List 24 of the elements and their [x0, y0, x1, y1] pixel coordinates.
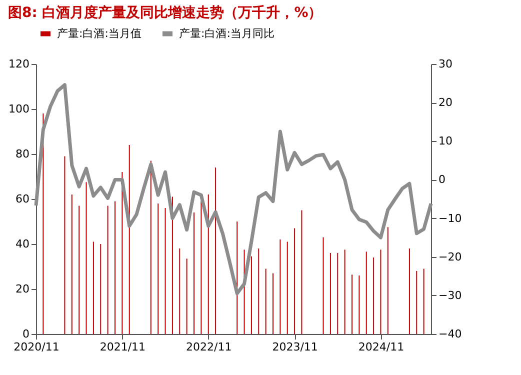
y-tick-label: 80 — [16, 148, 30, 160]
x-tick-label: 2022/11 — [186, 340, 232, 354]
chart-title: 图8: 白酒月度产量及同比增速走势（万千升，%） — [8, 4, 322, 21]
y-tick-label: 0 — [22, 328, 30, 340]
y-tick-label: 120 — [8, 58, 30, 70]
legend-label: 产量:白酒:当月值 — [57, 26, 142, 40]
y-tick-label: 40 — [16, 238, 30, 250]
y2-tick-label: 30 — [438, 58, 452, 70]
y2-tick-label: −30 — [438, 288, 462, 302]
y-tick-label: 100 — [8, 102, 30, 116]
y2-tick-label: 20 — [438, 96, 452, 110]
y2-tick-label: −10 — [438, 212, 462, 225]
x-tick-label: 2021/11 — [100, 340, 146, 354]
x-tick-label: 2023/11 — [272, 340, 318, 354]
x-tick-label: 2024/11 — [358, 340, 404, 354]
y2-tick-label: 0 — [438, 173, 446, 186]
y-tick-label: 60 — [16, 192, 30, 206]
x-tick-label: 2020/11 — [14, 340, 60, 354]
y2-tick-label: −40 — [438, 328, 462, 340]
y2-tick-label: 10 — [438, 134, 452, 148]
y-tick-label: 20 — [16, 282, 30, 296]
y2-tick-label: −20 — [438, 250, 462, 264]
legend-label: 产量:白酒:当月同比 — [179, 26, 274, 40]
line-series — [34, 83, 433, 296]
